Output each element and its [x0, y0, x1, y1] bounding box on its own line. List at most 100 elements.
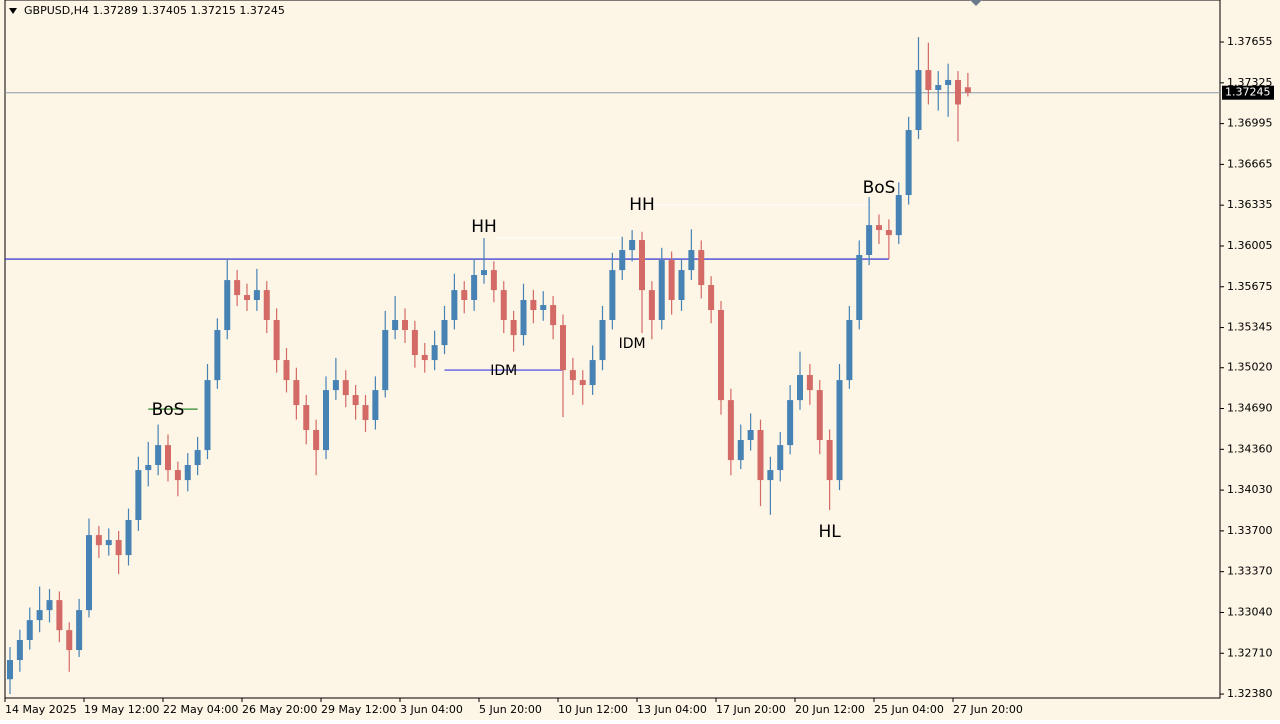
- candle-body: [540, 305, 547, 311]
- y-tick-label: 1.36005: [1227, 239, 1273, 252]
- candle-body: [36, 610, 43, 621]
- x-tick-label: 17 Jun 20:00: [716, 703, 786, 716]
- candle-body: [253, 290, 260, 300]
- candle-body: [204, 380, 211, 451]
- candle-body: [500, 290, 507, 321]
- candle-body: [273, 320, 280, 361]
- candle-body: [777, 445, 784, 471]
- candle-body: [471, 275, 478, 300]
- x-tick-label: 27 Jun 20:00: [953, 703, 1023, 716]
- y-tick-label: 1.33370: [1227, 565, 1273, 578]
- candle-body: [836, 380, 843, 481]
- candle-body: [421, 354, 428, 361]
- candle-body: [678, 270, 685, 300]
- structure-label: HH: [629, 195, 655, 215]
- candle-body: [95, 535, 102, 546]
- candle-body: [441, 320, 448, 346]
- candle-body: [747, 430, 754, 441]
- candle-body: [520, 299, 527, 336]
- candle-body: [224, 280, 231, 331]
- x-tick-label: 29 May 12:00: [321, 703, 396, 716]
- y-tick-label: 1.37655: [1227, 35, 1273, 48]
- candle-body: [915, 70, 922, 131]
- candle-body: [7, 660, 13, 680]
- candle-body: [757, 430, 764, 481]
- candle-body: [885, 230, 892, 236]
- candle-body: [451, 290, 458, 321]
- structure-label: IDM: [619, 336, 646, 352]
- candle-body: [105, 540, 112, 546]
- candle-body: [856, 254, 863, 321]
- candle-body: [589, 360, 596, 386]
- candle-body: [372, 390, 379, 421]
- candle-body: [184, 465, 191, 481]
- candle-body: [174, 470, 181, 481]
- candle-body: [905, 130, 912, 196]
- candle-body: [560, 325, 566, 371]
- candle-body: [431, 345, 438, 361]
- candle-body: [56, 600, 63, 631]
- candle-body: [895, 195, 902, 236]
- candle-body: [945, 79, 952, 86]
- candle-body: [293, 380, 300, 406]
- candle-body: [214, 330, 221, 381]
- y-tick-label: 1.33040: [1227, 605, 1273, 618]
- candle-body: [145, 465, 152, 471]
- structure-label: IDM: [490, 363, 517, 379]
- candle-body: [816, 390, 823, 441]
- candle-body: [797, 375, 803, 401]
- x-tick-label: 20 Jun 12:00: [795, 703, 865, 716]
- candle-body: [579, 380, 586, 386]
- x-tick-label: 14 May 2025: [5, 703, 77, 716]
- y-tick-label: 1.36995: [1227, 117, 1273, 130]
- candle-body: [244, 295, 250, 300]
- candle-body: [392, 320, 399, 331]
- candle-body: [86, 535, 92, 611]
- candle-body: [876, 225, 882, 231]
- menu-arrow[interactable]: [9, 8, 17, 14]
- structure-label: BoS: [863, 178, 896, 198]
- candle-body: [550, 305, 557, 326]
- x-tick-label: 25 Jun 04:00: [874, 703, 944, 716]
- y-tick-label: 1.34030: [1227, 483, 1273, 496]
- candle-body: [767, 470, 774, 481]
- x-tick-label: 3 Jun 04:00: [400, 703, 463, 716]
- candle-body: [352, 395, 359, 406]
- candle-body: [639, 240, 645, 291]
- x-tick-label: 10 Jun 12:00: [558, 703, 628, 716]
- candle-body: [599, 320, 606, 361]
- candle-body: [866, 225, 873, 255]
- structure-label: HH: [471, 217, 497, 237]
- candle-body: [806, 375, 813, 391]
- y-tick-label: 1.32710: [1227, 646, 1273, 659]
- candle-body: [323, 390, 329, 451]
- x-tick-label: 22 May 04:00: [163, 703, 238, 716]
- candle-body: [115, 540, 122, 556]
- candle-body: [510, 320, 517, 336]
- candle-body: [165, 445, 171, 471]
- candle-body: [688, 250, 695, 271]
- candle-body: [155, 445, 162, 466]
- candle-body: [411, 330, 418, 355]
- candle-body: [569, 370, 576, 381]
- candle-body: [283, 360, 290, 381]
- candle-body: [26, 620, 33, 641]
- candle-body: [718, 310, 724, 401]
- candle-body: [727, 400, 734, 461]
- candle-body: [332, 380, 339, 391]
- candle-body: [619, 250, 626, 271]
- candle-body: [658, 260, 665, 321]
- y-tick-label: 1.36335: [1227, 198, 1273, 211]
- candle-body: [490, 270, 497, 291]
- candle-body: [737, 440, 744, 461]
- y-tick-label: 1.35020: [1227, 361, 1273, 374]
- candle-body: [16, 640, 23, 661]
- candle-body: [787, 400, 794, 446]
- candle-body: [135, 470, 142, 521]
- candle-body: [826, 440, 833, 481]
- shift-marker[interactable]: [970, 0, 982, 6]
- candle-body: [46, 600, 53, 611]
